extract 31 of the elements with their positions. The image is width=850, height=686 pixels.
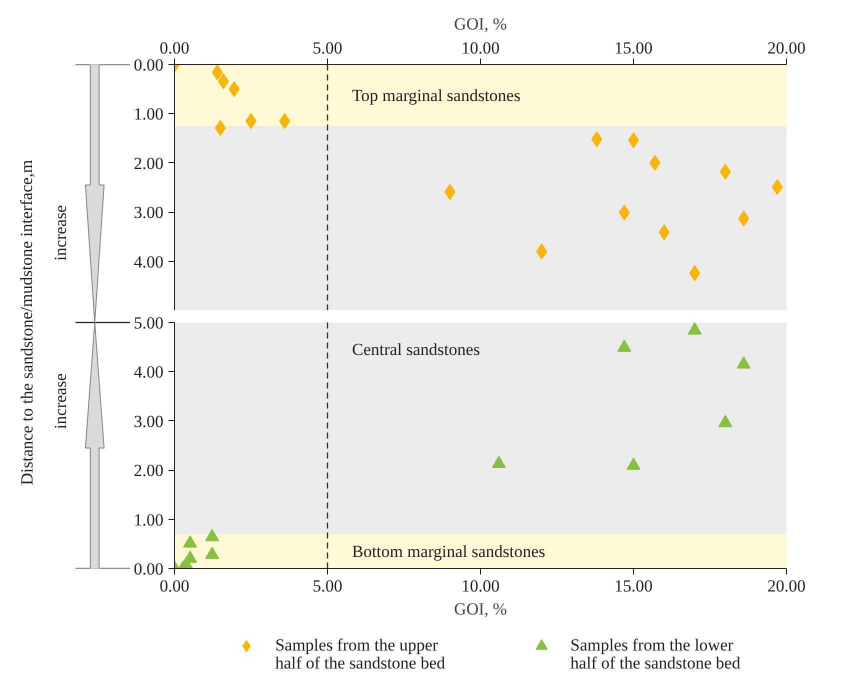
text: increase — [51, 373, 70, 430]
x-tick-label: 10.00 — [461, 576, 500, 596]
y-tick-label: 1.00 — [134, 510, 164, 530]
x-tick-label: 20.00 — [767, 576, 806, 596]
x-axis-title: GOI, % — [454, 600, 507, 618]
x-tick-label: 10.00 — [461, 38, 500, 58]
y-tick-label: 3.00 — [134, 412, 164, 431]
band-label: Central sandstones — [352, 340, 480, 360]
y-tick-label: 2.00 — [134, 154, 164, 173]
y-tick-label: 0.00 — [134, 560, 164, 578]
x-tick-label: 0.00 — [160, 576, 190, 596]
y-axis-title: Distance to the sandstone/mudstone interface,m — [17, 160, 36, 486]
band-label: Bottom marginal sandstones — [352, 542, 546, 561]
x-tick-label: 20.00 — [767, 38, 806, 58]
x-tick-label: 15.00 — [614, 38, 653, 58]
y-tick-label: 2.00 — [134, 461, 164, 480]
y-tick-label: 4.00 — [134, 362, 164, 382]
band-label: Top marginal sandstones — [352, 86, 520, 105]
x-tick-label: 0.00 — [160, 38, 190, 58]
x-tick-label: 5.00 — [312, 576, 342, 596]
y-tick-label: 5.00 — [134, 314, 164, 332]
x-axis-title: GOI, % — [454, 14, 507, 34]
legend-label: Samples from the lower half of the sandstone bed — [570, 636, 741, 673]
y-tick-label: 4.00 — [134, 252, 164, 272]
y-tick-label: 1.00 — [134, 104, 164, 124]
x-tick-label: 15.00 — [614, 576, 653, 596]
x-tick-label: 5.00 — [312, 38, 342, 58]
legend-label: Samples from the upper half of the sandstone bed — [275, 636, 446, 673]
text: increase — [51, 205, 70, 261]
y-tick-label: 3.00 — [134, 203, 164, 222]
y-tick-label: 0.00 — [134, 56, 164, 74]
